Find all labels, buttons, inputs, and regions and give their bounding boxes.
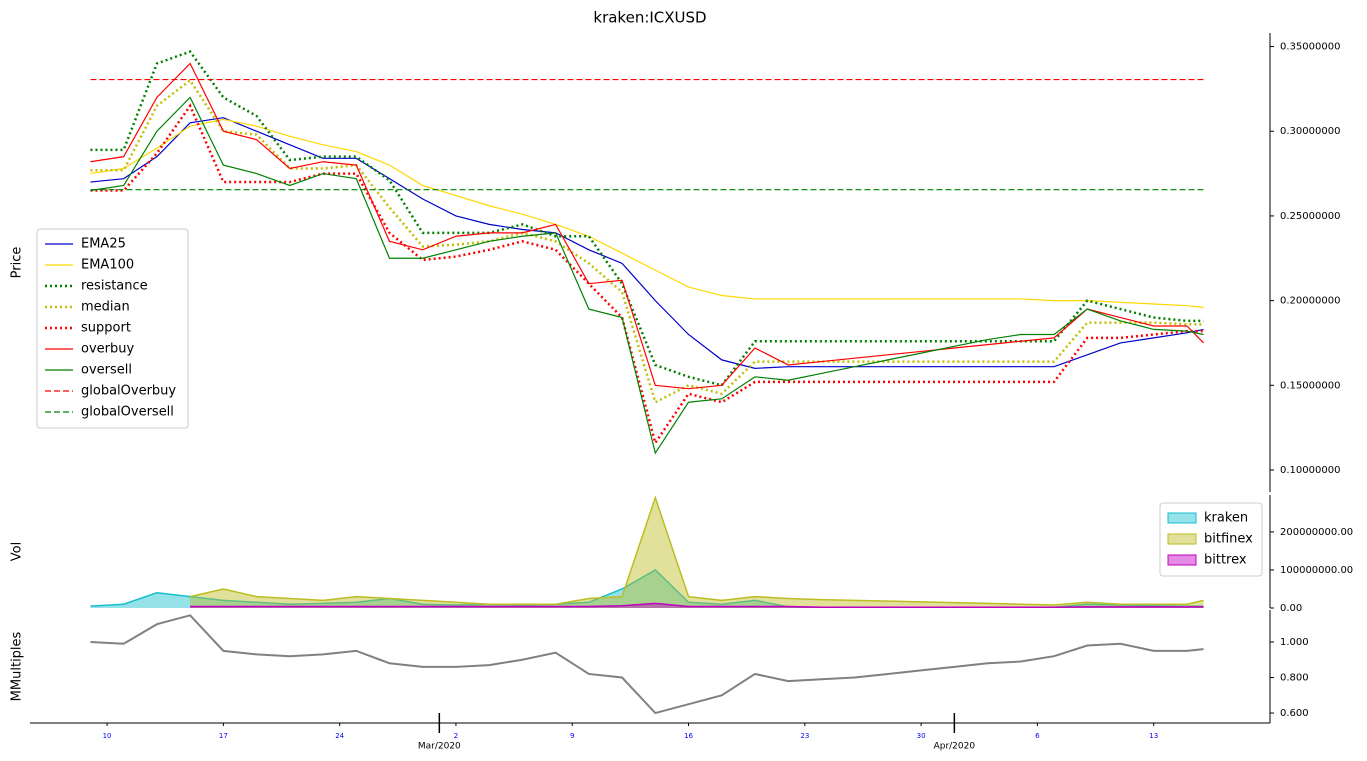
y-tick-label: 0.800: [1280, 673, 1309, 684]
legend-label: EMA100: [81, 258, 134, 273]
x-tick-label: 10: [103, 732, 112, 740]
legend-swatch: [1167, 554, 1197, 566]
y-tick-label: 0.15000000: [1280, 380, 1340, 391]
x-tick-label: 2: [454, 732, 458, 740]
legend: [36, 228, 189, 429]
legend-label: oversell: [81, 363, 132, 378]
y-tick-label: 0.30000000: [1280, 126, 1340, 137]
area-edge: [190, 602, 1204, 608]
x-tick-label: 9: [570, 732, 574, 740]
x-major-tick-label: Apr/2020: [934, 742, 976, 752]
y-tick-label: 0.10000000: [1280, 465, 1340, 476]
line: [90, 62, 1204, 390]
legend-label: bittrex: [1204, 553, 1247, 568]
x-tick-label: 23: [800, 732, 809, 740]
line: [90, 614, 1204, 715]
x-tick-label: 17: [219, 732, 228, 740]
y-tick-label: 0.25000000: [1280, 211, 1340, 222]
legend-label: globalOverbuy: [81, 384, 176, 399]
legend-label: bitfinex: [1204, 532, 1253, 547]
y-tick-label: 200000000.00: [1280, 527, 1353, 538]
area: [90, 569, 1204, 608]
y-axis-label: Price: [10, 247, 25, 279]
line: [90, 96, 1204, 455]
legend-label: kraken: [1204, 511, 1248, 526]
y-tick-label: 1.000: [1280, 637, 1309, 648]
line: [90, 118, 1204, 308]
x-tick-label: 6: [1035, 732, 1040, 740]
y-tick-label: 0.600: [1280, 708, 1309, 719]
line: [90, 50, 1204, 387]
x-tick-label: 30: [917, 732, 926, 740]
legend-swatch: [1167, 533, 1197, 545]
legend-label: overbuy: [81, 342, 134, 357]
legend-label: resistance: [81, 279, 148, 294]
legend-label: globalOversell: [81, 405, 174, 420]
legend: [1159, 502, 1263, 577]
x-tick-label: 13: [1149, 732, 1158, 740]
x-major-tick-label: Mar/2020: [418, 742, 461, 752]
x-tick-label: 24: [335, 732, 344, 740]
y-tick-label: 0.35000000: [1280, 42, 1340, 53]
legend-label: EMA25: [81, 237, 126, 252]
chart-title: kraken:ICXUSD: [593, 9, 706, 27]
legend-label: support: [81, 321, 131, 336]
y-tick-label: 0.20000000: [1280, 296, 1340, 307]
legend-label: median: [81, 300, 130, 315]
y-tick-label: 0.00: [1280, 603, 1302, 614]
legend-swatch: [1167, 512, 1197, 524]
y-axis-label: Vol: [10, 542, 25, 561]
x-tick-label: 16: [684, 732, 693, 740]
line: [90, 117, 1204, 369]
area-edge: [189, 495, 1204, 606]
y-tick-label: 100000000.00: [1280, 565, 1353, 576]
y-axis-label: MMultiples: [10, 631, 25, 701]
